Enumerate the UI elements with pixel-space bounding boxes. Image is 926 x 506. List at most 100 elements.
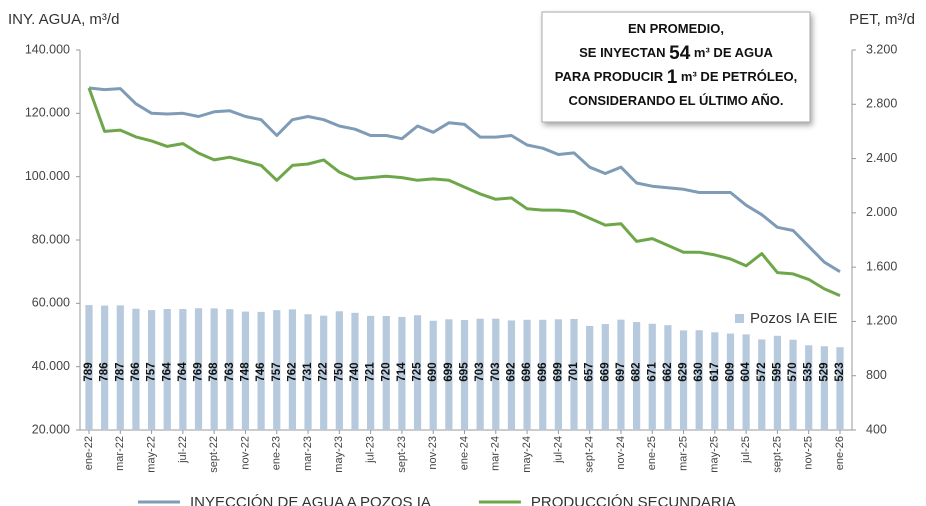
bar <box>273 310 281 430</box>
annotation-text: SE INYECTAN <box>579 45 669 60</box>
bar-value-label: 721 <box>365 362 377 382</box>
bar-value-label: 722 <box>318 362 330 381</box>
y-tick-label: 40.000 <box>32 359 70 373</box>
bar <box>210 308 218 430</box>
bar-value-label: 725 <box>412 362 424 382</box>
bar <box>726 333 735 430</box>
x-tick-label: jul-25 <box>740 436 752 464</box>
y2-tick-label: 3.200 <box>866 42 897 56</box>
bar <box>132 308 140 430</box>
bar <box>492 318 500 430</box>
bar-value-label: 529 <box>818 362 830 381</box>
x-tick-label: mar-23 <box>302 436 314 471</box>
x-tick-label: mar-25 <box>677 436 689 471</box>
bar-value-label: 720 <box>380 362 392 381</box>
bar <box>163 309 171 430</box>
bar-value-label: 763 <box>224 362 236 381</box>
x-tick-label: nov-25 <box>803 436 815 470</box>
bar <box>194 308 203 430</box>
x-tick-label: may-25 <box>709 436 721 473</box>
bar <box>398 316 406 430</box>
bar <box>445 319 453 430</box>
line <box>88 86 841 273</box>
bar-value-label: 699 <box>552 362 564 381</box>
bar-value-label: 669 <box>599 362 611 381</box>
y-axis-label: INY. AGUA, m³/d <box>8 11 119 28</box>
bar-value-label: 764 <box>177 362 189 382</box>
line <box>87 87 841 297</box>
x-tick-label: jul-22 <box>177 436 189 464</box>
bar-value-label: 690 <box>427 362 439 381</box>
annotation-text: PARA PRODUCIR <box>555 69 667 84</box>
annotation-text: 1 <box>667 67 678 88</box>
x-tick-label: nov-22 <box>239 436 251 470</box>
bar-value-label: 609 <box>725 362 737 381</box>
bar <box>460 319 469 430</box>
bar-value-label: 701 <box>568 362 580 382</box>
bar-value-label: 764 <box>161 362 173 382</box>
bar-value-label: 731 <box>302 362 314 382</box>
y-tick-label: 140.000 <box>25 42 70 56</box>
y2-tick-label: 1.600 <box>866 259 897 273</box>
bar <box>805 345 813 430</box>
bar-value-label: 748 <box>239 362 251 382</box>
y2-tick-label: 2.400 <box>866 151 897 165</box>
x-tick-label: jul-24 <box>552 436 564 464</box>
y2-tick-label: 1.200 <box>866 314 897 328</box>
annotation-line: SE INYECTAN 54 m³ DE AGUA <box>579 43 773 64</box>
bar-value-label: 692 <box>505 362 517 381</box>
bar-value-label: 657 <box>584 362 596 381</box>
bar-value-label: 662 <box>662 362 674 381</box>
annotation-text: EN PROMEDIO, <box>628 21 724 36</box>
bar <box>413 315 422 430</box>
bar <box>523 319 531 430</box>
x-tick-label: nov-24 <box>615 436 627 470</box>
y2-axis-label: PET, m³/d <box>849 11 915 28</box>
x-tick-label: jul-23 <box>365 436 377 464</box>
bar-value-label: 570 <box>787 362 799 381</box>
y-tick-label: 60.000 <box>32 296 70 310</box>
bar-value-label: 535 <box>803 362 815 382</box>
bar <box>554 319 562 430</box>
bar-value-label: 750 <box>333 362 345 381</box>
bar-value-label: 604 <box>740 362 752 382</box>
bar <box>570 319 578 430</box>
bar <box>711 332 719 430</box>
bar-value-label: 746 <box>255 362 267 381</box>
bar-value-label: 787 <box>114 362 126 381</box>
annotation-line: EN PROMEDIO, <box>628 21 724 36</box>
x-tick-label: may-22 <box>145 436 157 473</box>
bar-value-label: 768 <box>208 362 220 382</box>
bar <box>664 325 672 430</box>
x-tick-label: sept-23 <box>396 436 408 473</box>
bar-value-label: 617 <box>709 362 721 381</box>
bar <box>633 322 641 430</box>
legend-swatch <box>735 314 744 323</box>
y-tick-label: 80.000 <box>32 232 70 246</box>
bar <box>758 339 766 430</box>
bar-value-label: 769 <box>193 362 205 381</box>
bar-value-label: 523 <box>834 362 846 381</box>
bar <box>367 315 375 430</box>
bar <box>257 311 265 430</box>
x-tick-label: ene-25 <box>646 436 658 470</box>
annotation: EN PROMEDIO, SE INYECTAN 54 m³ DE AGUA PAR… <box>555 21 797 108</box>
bar-value-label: 714 <box>396 362 408 382</box>
bar <box>179 309 187 430</box>
bar-value-label: 629 <box>678 362 690 381</box>
bar <box>836 347 844 430</box>
bar-value-label: 630 <box>693 362 705 381</box>
bar <box>147 310 156 430</box>
bar-value-label: 766 <box>130 362 142 381</box>
y2-tick-label: 2.800 <box>866 97 897 111</box>
annotation-box <box>541 11 811 123</box>
x-tick-label: mar-22 <box>114 436 126 471</box>
bar <box>586 325 594 430</box>
annotation-text: CONSIDERANDO EL ÚLTIMO AÑO. <box>569 93 784 108</box>
bar-value-label: 697 <box>615 362 627 381</box>
x-tick-label: sept-24 <box>584 436 596 473</box>
bar-value-label: 671 <box>646 362 658 382</box>
bar <box>101 305 109 430</box>
bar <box>382 316 390 430</box>
